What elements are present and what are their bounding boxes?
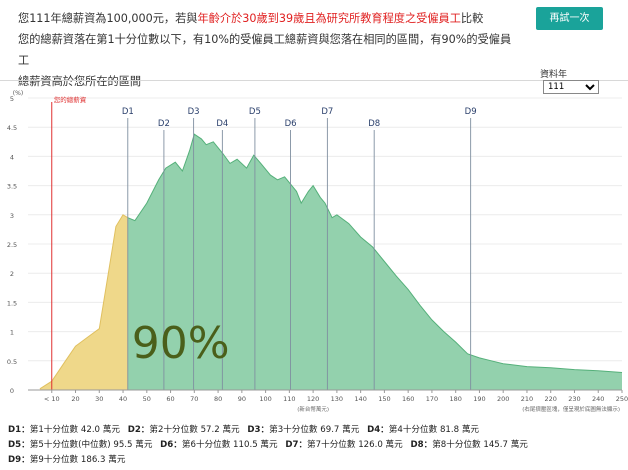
chart-labels: 0 0.5 1 1.5 2 2.5 3 3.5 4 4.5 5(%) D1 D2 D3 D4 D5 D6 D7 D8…: [7, 90, 628, 413]
legend-value: 第2十分位數 57.2 萬元: [149, 425, 240, 435]
decile-label: D5: [249, 107, 261, 117]
x-tick-label: 160: [402, 395, 414, 403]
decile-label: D8: [368, 119, 380, 129]
x-axis-note: (右尾擠壓區塊，僅呈現於底圖無法顯示): [522, 405, 620, 413]
x-tick-label: 140: [354, 395, 366, 403]
x-tick-label: 110: [283, 395, 295, 403]
legend-key: D4：: [367, 425, 389, 435]
above-decile-outline: [127, 133, 623, 373]
x-tick-label: < 10: [44, 395, 60, 403]
decile-label: D3: [188, 107, 200, 117]
summary-text-end: 比較: [460, 12, 484, 25]
x-tick-label: 150: [378, 395, 390, 403]
result-summary: 您111年總薪資為100,000元，若與年齡介於30歲到39歲且為研究所教育程度…: [18, 8, 518, 92]
y-tick-label: 5: [10, 95, 14, 103]
legend-value: 第3十分位數 69.7 萬元: [269, 425, 360, 435]
decile-label: D7: [321, 107, 333, 117]
y-tick-label: 1.5: [7, 299, 17, 307]
x-tick-label: 40: [119, 395, 127, 403]
decile-label: D2: [158, 119, 170, 129]
legend-value: 第9十分位數 186.3 萬元: [29, 455, 126, 465]
year-label: 資料年: [540, 70, 568, 80]
legend-item: D6：第6十分位數 110.5 萬元: [160, 440, 277, 450]
x-tick-label: 80: [214, 395, 222, 403]
decile-label: D1: [122, 107, 134, 117]
above-decile-area: [127, 134, 623, 390]
percent-above-label: 90%: [132, 318, 230, 369]
decile-legend: D1：第1十分位數 42.0 萬元 D2：第2十分位數 57.2 萬元 D3：第…: [8, 423, 620, 468]
summary-line-3: 總薪資高於您所在的區間: [18, 75, 142, 88]
legend-key: D2：: [127, 425, 150, 435]
year-select[interactable]: 111: [543, 80, 599, 94]
below-decile-outline: [39, 214, 129, 390]
below-decile-area: [39, 214, 128, 390]
y-tick-label: 4: [10, 153, 14, 161]
legend-item: D3：第3十分位數 69.7 萬元: [247, 425, 359, 435]
comparison-group-text: 年齡介於30歲到39歲且為研究所教育程度之受僱員工: [197, 12, 461, 25]
legend-value: 第7十分位數 126.0 萬元: [307, 440, 403, 450]
x-tick-label: 120: [307, 395, 319, 403]
x-tick-label: 70: [190, 395, 198, 403]
summary-line-2: 您的總薪資落在第1十分位數以下，有10%的受僱員工總薪資與您落在相同的區間，有9…: [18, 33, 512, 67]
summary-text: 您111年總薪資為100,000元，若與: [18, 12, 198, 25]
legend-item: D9：第9十分位數 186.3 萬元: [8, 455, 125, 465]
x-tick-label: 210: [521, 395, 533, 403]
y-tick-label: 3.5: [7, 183, 17, 191]
y-tick-label: 0: [10, 387, 14, 395]
legend-item: D4：第4十分位數 81.8 萬元: [367, 425, 479, 435]
year-selector: 資料年 111: [540, 67, 628, 94]
x-tick-label: 30: [95, 395, 103, 403]
legend-value: 第8十分位數 145.7 萬元: [432, 440, 528, 450]
legend-key: D9：: [8, 455, 30, 465]
x-tick-label: 130: [331, 395, 343, 403]
decile-label: D6: [285, 119, 297, 129]
legend-item: D5：第5十分位數(中位數) 95.5 萬元: [8, 440, 152, 450]
decile-label: D4: [216, 119, 228, 129]
y-unit-label: (%): [13, 90, 23, 97]
x-tick-label: 50: [143, 395, 151, 403]
x-tick-label: 180: [449, 395, 461, 403]
legend-item: D8：第8十分位數 145.7 萬元: [410, 440, 527, 450]
x-tick-label: 100: [259, 395, 271, 403]
y-tick-label: 3: [10, 212, 14, 220]
x-tick-label: 20: [71, 395, 79, 403]
decile-label: D9: [465, 107, 477, 117]
legend-item: D7：第7十分位數 126.0 萬元: [285, 440, 402, 450]
legend-key: D5：: [8, 440, 30, 450]
axes: [28, 389, 623, 393]
x-tick-label: 200: [497, 395, 509, 403]
y-tick-label: 2.5: [7, 241, 17, 249]
legend-value: 第1十分位數 42.0 萬元: [29, 425, 120, 435]
x-tick-label: 90: [238, 395, 246, 403]
x-tick-label: 190: [473, 395, 485, 403]
y-tick-label: 1: [10, 329, 14, 337]
legend-key: D6：: [160, 440, 182, 450]
legend-key: D7：: [285, 440, 308, 450]
legend-value: 第6十分位數 110.5 萬元: [181, 440, 278, 450]
section-divider: [0, 80, 628, 81]
legend-key: D8：: [410, 440, 433, 450]
my-salary-label: 您的總薪資: [54, 95, 87, 104]
legend-item: D2：第2十分位數 57.2 萬元: [128, 425, 240, 435]
legend-value: 第5十分位數(中位數) 95.5 萬元: [29, 440, 153, 450]
x-tick-label: 60: [166, 395, 174, 403]
x-tick-label: 220: [545, 395, 557, 403]
x-tick-label: 250: [616, 395, 628, 403]
legend-item: D1：第1十分位數 42.0 萬元: [8, 425, 120, 435]
retry-button[interactable]: 再試一次: [536, 7, 603, 30]
salary-distribution-chart: 0 0.5 1 1.5 2 2.5 3 3.5 4 4.5 5(%) D1 D2 D3 D4 D5 D6 D7 D8…: [7, 90, 628, 413]
legend-key: D1：: [8, 425, 30, 435]
x-unit-label: (新台幣萬元): [297, 405, 329, 413]
x-tick-label: 230: [568, 395, 580, 403]
reference-lines: [51, 102, 472, 390]
distribution-areas: [39, 133, 623, 390]
y-tick-label: 0.5: [7, 358, 17, 366]
y-tick-label: 2: [10, 270, 14, 278]
legend-value: 第4十分位數 81.8 萬元: [388, 425, 480, 435]
legend-key: D3：: [247, 425, 270, 435]
x-tick-label: 240: [592, 395, 604, 403]
y-tick-label: 4.5: [7, 124, 17, 132]
summary-line-1: 您111年總薪資為100,000元，若與年齡介於30歲到39歲且為研究所教育程度…: [18, 8, 518, 29]
x-tick-label: 170: [426, 395, 438, 403]
